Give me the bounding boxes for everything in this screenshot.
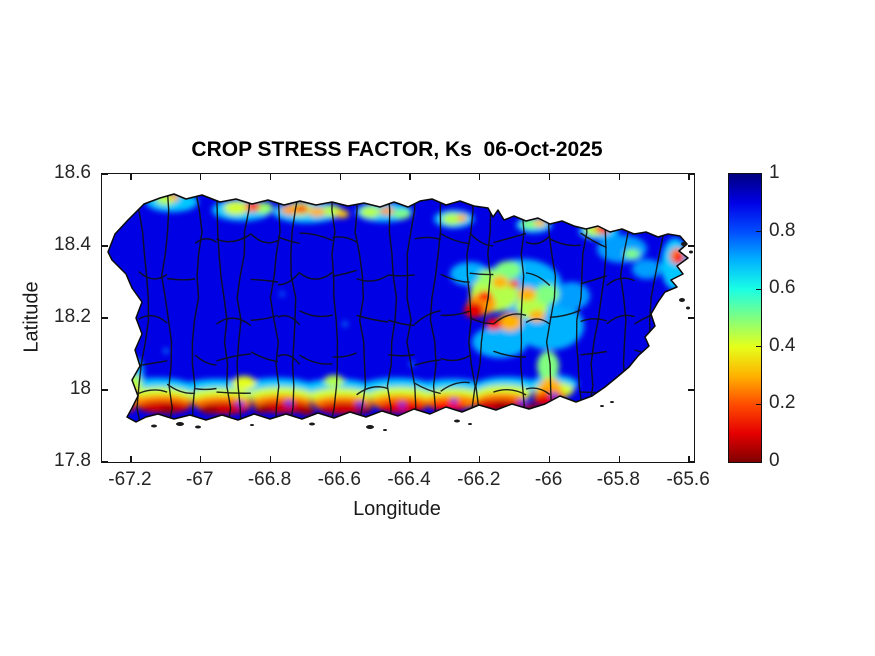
x-tick-label: -67 (185, 469, 214, 490)
y-tick-mark (102, 461, 108, 463)
x-tick-mark (130, 456, 132, 462)
x-tick-mark (409, 456, 411, 462)
x-tick-mark (409, 174, 411, 180)
colorbar-tick-mark (756, 230, 761, 233)
x-tick-mark (548, 174, 551, 180)
y-tick-label: 18.6 (54, 162, 91, 183)
x-tick-mark (479, 456, 481, 462)
y-tick-label: 18 (69, 378, 91, 399)
x-tick-mark (548, 456, 551, 462)
x-tick-label: -66 (534, 469, 563, 490)
x-tick-mark (130, 174, 132, 180)
x-tick-mark (339, 456, 341, 462)
colorbar-tick-mark (756, 346, 761, 348)
x-tick-mark (618, 174, 621, 180)
x-tick-label: -66.2 (457, 469, 501, 490)
x-axis-label: Longitude (353, 498, 441, 520)
x-tick-mark (618, 456, 621, 462)
y-tick-mark (688, 389, 694, 391)
x-tick-label: -67.2 (108, 469, 152, 490)
y-tick-label: 18.2 (54, 306, 91, 327)
x-tick-mark (269, 174, 272, 180)
x-tick-mark (688, 456, 690, 462)
x-tick-mark (200, 456, 202, 462)
island-outline (107, 193, 689, 423)
x-tick-label: -66.8 (247, 469, 292, 490)
colorbar-tick-mark (756, 288, 761, 290)
y-tick-mark (102, 389, 108, 391)
colorbar (728, 173, 762, 463)
x-tick-label: -66.6 (317, 469, 361, 490)
colorbar-tick-label: 0.4 (769, 334, 796, 356)
y-tick-mark (688, 245, 694, 247)
x-tick-mark (200, 174, 202, 180)
heatmap-svg (107, 193, 693, 431)
x-tick-label: -65.6 (666, 469, 710, 490)
x-tick-label: -66.4 (387, 469, 431, 490)
colorbar-tick-label: 0.2 (769, 392, 796, 414)
y-tick-mark (102, 317, 108, 319)
colorbar-tick-mark (756, 403, 761, 406)
y-tick-label: 17.8 (54, 450, 91, 471)
colorbar-tick-label: 0.8 (769, 219, 796, 241)
x-tick-mark (479, 174, 481, 180)
colorbar-tick-label: 1 (769, 162, 780, 183)
x-tick-mark (339, 174, 341, 180)
colorbar-tick-label: 0 (769, 450, 780, 471)
municipal-boundaries (136, 194, 666, 422)
y-tick-label: 18.4 (54, 234, 91, 255)
plot-area (101, 173, 695, 463)
colorbar-tick-label: 0.6 (769, 277, 796, 299)
y-tick-mark (102, 173, 108, 175)
y-tick-mark (688, 173, 694, 175)
figure-title: CROP STRESS FACTOR, Ks 06-Oct-2025 (191, 138, 603, 161)
y-tick-mark (102, 245, 108, 247)
offshore-islets (151, 242, 693, 431)
x-tick-mark (688, 174, 690, 180)
y-tick-mark (688, 461, 694, 463)
x-tick-mark (269, 456, 272, 462)
x-tick-label: -65.8 (596, 469, 640, 490)
y-tick-mark (688, 317, 694, 319)
puerto-rico-heatmap (102, 174, 694, 467)
